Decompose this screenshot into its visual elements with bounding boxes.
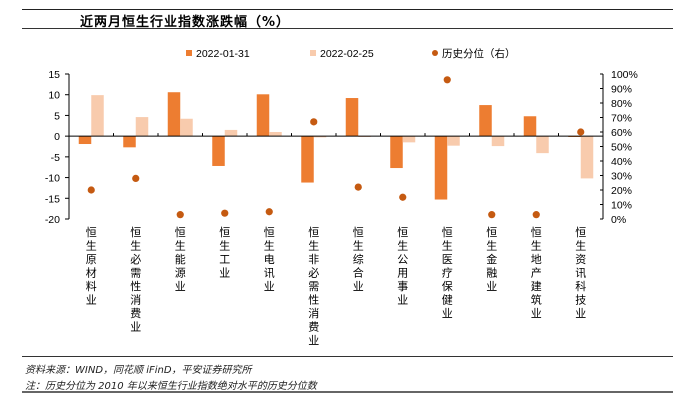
bars (78, 92, 594, 200)
bar-2022-01-31-7 (390, 136, 403, 169)
bar-2022-01-31-9 (479, 105, 492, 137)
category-label: 恒生能源业 (175, 226, 186, 293)
bar-2022-02-25-7 (402, 136, 416, 143)
header-rule-bottom (22, 28, 673, 29)
source-note: 资料来源：WIND，同花顺 iFinD，平安证券研究所 (25, 365, 252, 376)
percentile-dot-9 (488, 211, 496, 219)
left-tick-label: -10 (45, 173, 60, 185)
right-tick-label: 100% (611, 69, 638, 81)
right-tick-label: 20% (611, 185, 632, 197)
category-label: 恒生资讯科技业 (575, 226, 586, 320)
footer-rule-top (22, 356, 673, 357)
category-label: 恒生工业 (219, 226, 230, 280)
bar-2022-02-25-1 (135, 117, 149, 137)
bar-2022-01-31-1 (123, 136, 136, 148)
bar-2022-02-25-0 (91, 95, 104, 137)
percentile-dot-7 (399, 193, 407, 201)
left-tick-label: 0 (54, 131, 60, 143)
category-label: 恒生公用事业 (397, 226, 408, 307)
footer-rule-bottom (22, 391, 673, 393)
category-label: 恒生综合业 (353, 226, 364, 293)
percentile-dots (87, 76, 585, 219)
header-rule-top (22, 9, 673, 10)
category-label: 恒生地产建筑业 (531, 226, 542, 320)
left-tick-label: -15 (45, 193, 60, 205)
legend-label: 2022-01-31 (196, 48, 250, 60)
right-tick-label: 90% (611, 84, 632, 96)
legend-marker-2022-02-25 (310, 50, 316, 56)
bar-2022-02-25-10 (536, 136, 549, 154)
bar-2022-01-31-5 (301, 136, 314, 183)
percentile-dot-1 (132, 174, 140, 182)
category-label: 恒生原材料业 (86, 226, 97, 307)
chart: 2022-01-31 2022-02-25 历史分位（右） 15 10 5 0 -5 -10 -… (45, 47, 638, 347)
category-label: 恒生必需性消费业 (130, 226, 141, 334)
left-tick-label: 15 (48, 69, 60, 81)
left-tick-label: -5 (51, 152, 60, 164)
right-tick-label: 0% (611, 214, 626, 226)
bar-2022-02-25-5 (313, 136, 327, 138)
right-tick-label: 60% (611, 127, 632, 139)
left-axis: 15 10 5 0 -5 -10 -15 -20 (45, 69, 70, 226)
bar-2022-02-25-4 (269, 132, 282, 137)
category-label: 恒生医疗保健业 (442, 226, 453, 320)
bar-2022-01-31-4 (256, 94, 270, 137)
legend-label: 2022-02-25 (320, 48, 374, 60)
bar-2022-01-31-0 (78, 136, 92, 145)
percentile-dot-5 (310, 118, 318, 126)
footnote: 注：历史分位为 2010 年以来恒生行业指数绝对水平的历史分位数 (25, 381, 317, 392)
right-tick-label: 80% (611, 98, 632, 110)
legend-label: 历史分位（右） (442, 47, 516, 60)
percentile-dot-4 (265, 208, 273, 216)
right-tick-label: 70% (611, 113, 632, 125)
right-tick-label: 30% (611, 171, 632, 183)
bar-2022-01-31-3 (212, 136, 225, 166)
bar-2022-02-25-2 (180, 118, 193, 137)
bar-2022-02-25-8 (447, 136, 460, 146)
right-tick-label: 40% (611, 156, 632, 168)
percentile-dot-3 (221, 209, 229, 217)
right-axis: 100% 90% 80% 70% 60% 50% 40% 30% 20% 10% 0% (600, 69, 638, 226)
bar-2022-02-25-9 (491, 136, 505, 147)
bar-2022-02-25-11 (580, 136, 594, 179)
bar-2022-01-31-6 (345, 98, 359, 137)
zero-line-group (69, 133, 603, 137)
legend-marker-2022-01-31 (186, 50, 192, 56)
category-labels: 恒生原材料业 恒生必需性消费业 恒生能源业 恒生工业 恒生电讯业 恒生非必需性消费业 恒生综… (86, 226, 587, 347)
percentile-dot-0 (87, 186, 95, 194)
right-tick-label: 50% (611, 142, 632, 154)
right-tick-label: 10% (611, 200, 632, 212)
category-label: 恒生金融业 (486, 226, 497, 293)
left-tick-label: 5 (54, 110, 60, 122)
percentile-dot-11 (577, 128, 585, 136)
category-label: 恒生非必需性消费业 (308, 226, 319, 347)
legend: 2022-01-31 2022-02-25 历史分位（右） (186, 47, 516, 60)
percentile-dot-2 (176, 211, 184, 219)
category-label: 恒生电讯业 (264, 226, 275, 293)
left-tick-label: 10 (48, 90, 60, 102)
percentile-dot-8 (443, 76, 451, 84)
percentile-dot-6 (354, 183, 362, 191)
percentile-dot-10 (532, 211, 540, 219)
chart-title: 近两月恒生行业指数涨跌幅（%） (80, 15, 291, 30)
bar-2022-02-25-3 (224, 129, 238, 137)
left-tick-label: -20 (45, 214, 60, 226)
bar-2022-01-31-8 (434, 136, 448, 200)
bar-2022-01-31-10 (523, 116, 537, 137)
bar-2022-01-31-2 (167, 92, 181, 137)
legend-marker-percentile (432, 50, 438, 56)
